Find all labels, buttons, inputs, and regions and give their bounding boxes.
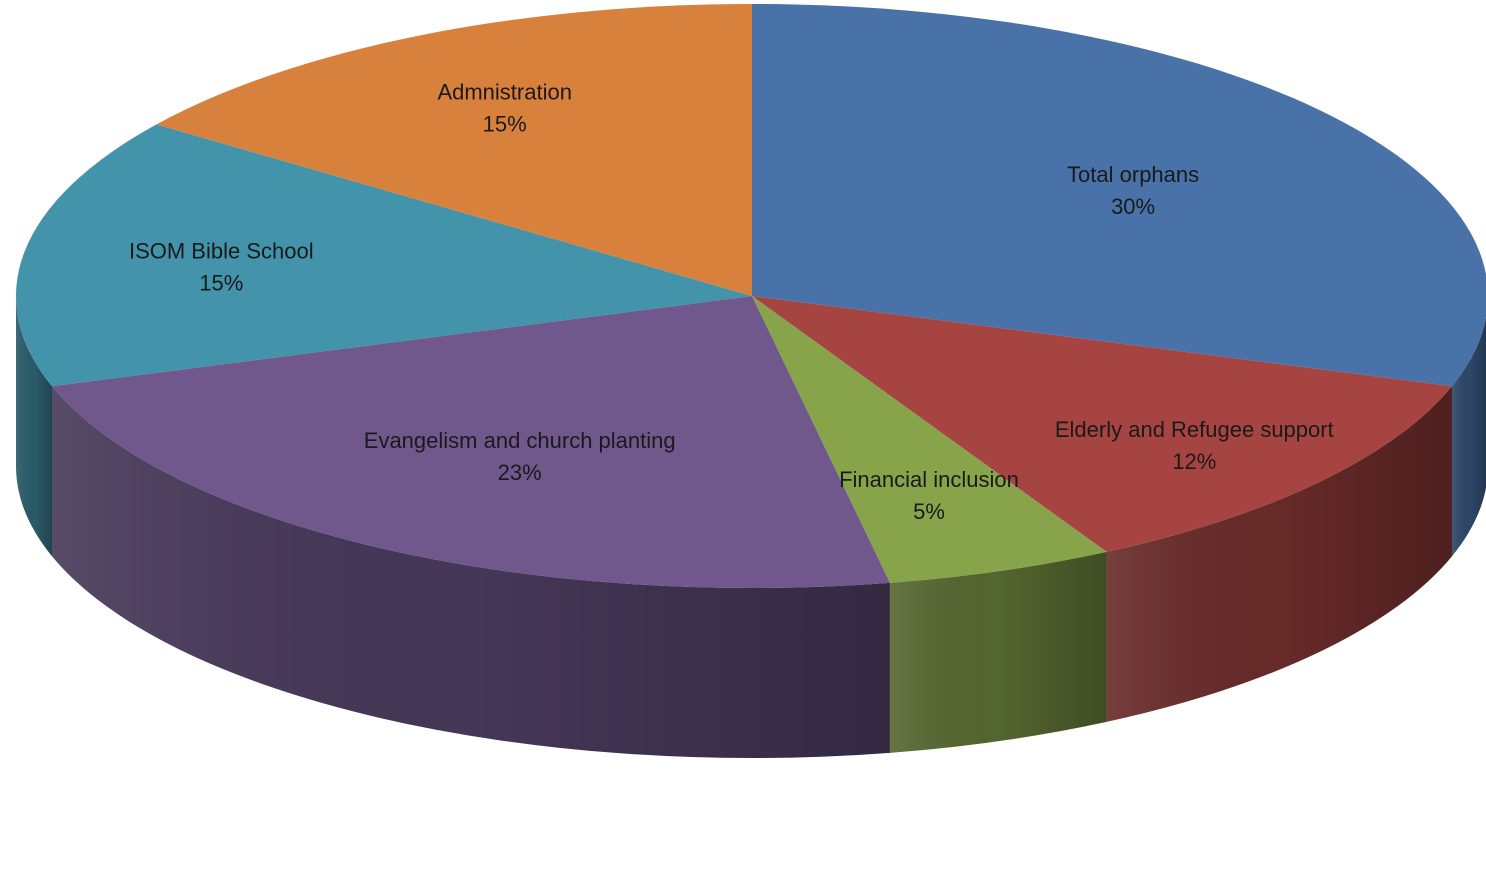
slice-label-isom-bible-school: ISOM Bible School 15% (129, 239, 314, 296)
slice-percent-text: 30% (1111, 194, 1155, 219)
slice-percent-text: 12% (1172, 449, 1216, 474)
slice-percent-text: 15% (199, 271, 243, 296)
side-shading-elderly-and-refugee-support (1106, 386, 1452, 722)
slice-elderly-and-refugee-support (752, 296, 1452, 552)
slice-percent-text: 23% (498, 460, 542, 485)
slice-percent-text: 15% (483, 112, 527, 137)
slice-label-elderly-and-refugee-support: Elderly and Refugee support 12% (1055, 417, 1334, 474)
slice-evangelism-and-church-planting (52, 296, 890, 589)
slice-percent-text: 5% (913, 499, 945, 524)
slice-isom-bible-school (16, 124, 752, 387)
pie-labels: Total orphans 30% Elderly and Refugee supp… (129, 80, 1334, 525)
slice-label-total-orphans: Total orphans 30% (1067, 162, 1199, 219)
slice-admnistration (156, 4, 752, 296)
side-shading-isom-bible-school (16, 296, 53, 557)
side-shading-evangelism-and-church-planting (52, 386, 890, 759)
side-shading-financial-inclusion (889, 551, 1107, 753)
slice-category-text: Financial inclusion (839, 467, 1019, 492)
slice-total-orphans (752, 4, 1486, 387)
slice-financial-inclusion (752, 296, 1107, 583)
slice-label-admnistration: Admnistration 15% (437, 80, 572, 137)
slice-category-text: Elderly and Refugee support (1055, 417, 1334, 442)
slice-label-evangelism-and-church-planting: Evangelism and church planting 23% (364, 428, 676, 485)
pie-top-faces (16, 4, 1486, 589)
pie-side-walls (16, 296, 1486, 759)
slice-category-text: Evangelism and church planting (364, 428, 676, 453)
slice-category-text: Total orphans (1067, 162, 1199, 187)
slice-category-text: Admnistration (437, 80, 572, 105)
side-shading-total-orphans (1451, 317, 1486, 557)
slice-category-text: ISOM Bible School (129, 239, 314, 264)
slice-label-financial-inclusion: Financial inclusion 5% (839, 467, 1019, 524)
